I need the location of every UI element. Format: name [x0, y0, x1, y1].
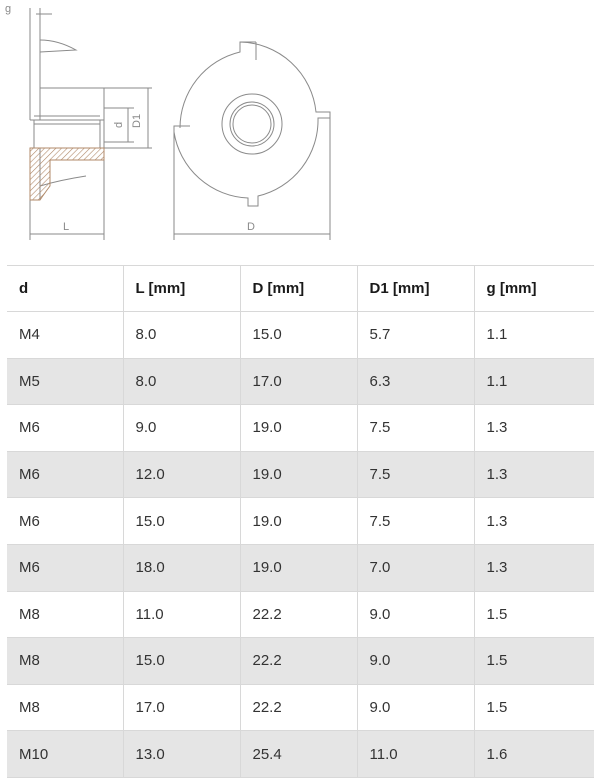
table-cell: 1.3 [474, 544, 594, 592]
table-cell: 11.0 [123, 591, 241, 639]
column-header-D: D [mm] [240, 265, 358, 312]
table-cell: 17.0 [123, 684, 241, 732]
table-row: M6 9.0 19.0 7.5 1.3 [7, 404, 594, 452]
table-cell: M6 [7, 451, 124, 499]
table-cell: 1.3 [474, 404, 594, 452]
table-cell: 13.0 [123, 730, 241, 778]
table-cell: 25.4 [240, 730, 358, 778]
table-cell: 5.7 [357, 311, 475, 359]
table-row: M6 12.0 19.0 7.5 1.3 [7, 451, 594, 499]
technical-drawing: g d D1 L D [0, 0, 594, 262]
table-cell: 7.5 [357, 497, 475, 545]
L-dimension-label: L [63, 221, 69, 233]
table-cell: 1.1 [474, 311, 594, 359]
table-cell: 9.0 [357, 591, 475, 639]
table-row: M4 8.0 15.0 5.7 1.1 [7, 311, 594, 359]
column-header-g: g [mm] [474, 265, 594, 312]
table-cell: 9.0 [123, 404, 241, 452]
table-cell: 9.0 [357, 684, 475, 732]
table-cell: 1.6 [474, 730, 594, 778]
front-view [173, 41, 331, 240]
table-cell: 12.0 [123, 451, 241, 499]
table-cell: M8 [7, 591, 124, 639]
column-header-d: d [7, 265, 124, 312]
column-header-L: L [mm] [123, 265, 241, 312]
table-cell: 1.1 [474, 358, 594, 406]
table-cell: 22.2 [240, 637, 358, 685]
table-cell: M6 [7, 404, 124, 452]
table-cell: 1.5 [474, 591, 594, 639]
table-cell: 1.5 [474, 637, 594, 685]
table-cell: M10 [7, 730, 124, 778]
table-row: M8 11.0 22.2 9.0 1.5 [7, 591, 594, 639]
table-cell: 6.3 [357, 358, 475, 406]
table-cell: 9.0 [357, 637, 475, 685]
table-row: M10 13.0 25.4 11.0 1.6 [7, 730, 594, 778]
tee-nut-drawing-svg: g d D1 L D [5, 3, 331, 240]
table-cell: 19.0 [240, 497, 358, 545]
d-dimension-label: d [113, 122, 125, 128]
table-cell: 19.0 [240, 404, 358, 452]
table-row: M6 18.0 19.0 7.0 1.3 [7, 544, 594, 592]
table-cell: 22.2 [240, 591, 358, 639]
table-row: M5 8.0 17.0 6.3 1.1 [7, 358, 594, 406]
table-cell: M6 [7, 497, 124, 545]
table-cell: 17.0 [240, 358, 358, 406]
table-cell: M5 [7, 358, 124, 406]
hatched-section [29, 147, 105, 201]
table-cell: 15.0 [123, 637, 241, 685]
table-cell: M8 [7, 637, 124, 685]
table-cell: 1.3 [474, 497, 594, 545]
table-cell: 15.0 [240, 311, 358, 359]
column-header-D1: D1 [mm] [357, 265, 475, 312]
table-cell: 19.0 [240, 451, 358, 499]
table-cell: 7.5 [357, 404, 475, 452]
table-cell: 11.0 [357, 730, 475, 778]
table-row: M6 15.0 19.0 7.5 1.3 [7, 497, 594, 545]
table-cell: 15.0 [123, 497, 241, 545]
table-cell: 18.0 [123, 544, 241, 592]
D-dimension-label: D [247, 221, 255, 233]
table-cell: 1.3 [474, 451, 594, 499]
table-cell: M8 [7, 684, 124, 732]
table-row: M8 15.0 22.2 9.0 1.5 [7, 637, 594, 685]
table-cell: M4 [7, 311, 124, 359]
dimensions-table: d L [mm] D [mm] D1 [mm] g [mm] M4 8.0 15… [7, 265, 594, 778]
table-cell: 8.0 [123, 358, 241, 406]
table-cell: 1.5 [474, 684, 594, 732]
g-dimension-label: g [5, 3, 11, 15]
table-cell: M6 [7, 544, 124, 592]
D1-dimension-label: D1 [131, 114, 143, 128]
table-cell: 22.2 [240, 684, 358, 732]
table-cell: 7.5 [357, 451, 475, 499]
table-cell: 8.0 [123, 311, 241, 359]
table-cell: 19.0 [240, 544, 358, 592]
table-cell: 7.0 [357, 544, 475, 592]
table-row: M8 17.0 22.2 9.0 1.5 [7, 684, 594, 732]
table-header-row: d L [mm] D [mm] D1 [mm] g [mm] [7, 265, 594, 312]
